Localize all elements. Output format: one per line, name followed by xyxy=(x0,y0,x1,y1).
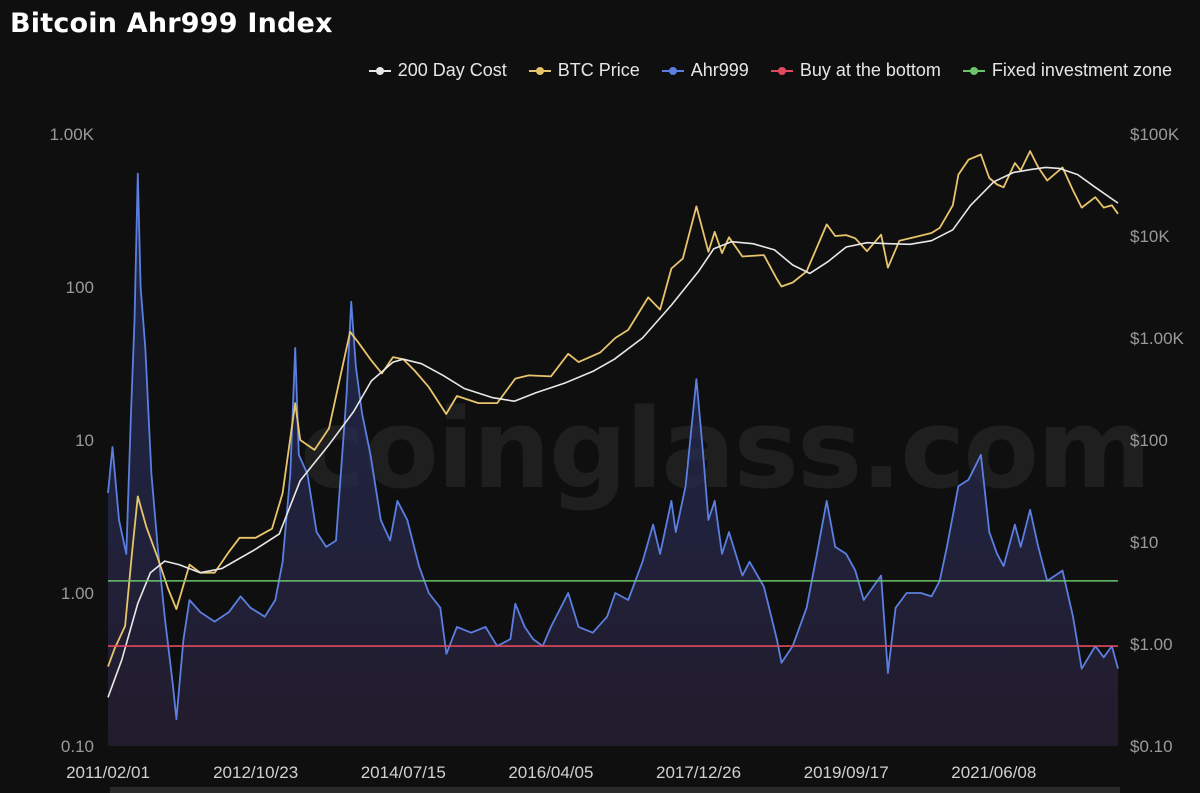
left-axis-tick-label: 1.00 xyxy=(61,584,94,603)
left-axis-tick-label: 100 xyxy=(66,278,94,297)
legend-label: Ahr999 xyxy=(690,60,749,80)
scroll-strip[interactable] xyxy=(110,787,1120,793)
x-axis-tick-label: 2021/06/08 xyxy=(951,763,1036,782)
legend-label: Fixed investment zone xyxy=(991,60,1172,80)
right-axis-tick-label: $10K xyxy=(1130,227,1170,246)
x-axis-tick-label: 2012/10/23 xyxy=(213,763,298,782)
legend-label: Buy at the bottom xyxy=(799,60,941,80)
legend-swatch-icon xyxy=(770,65,793,77)
legend-item-buy-at-the-bottom[interactable]: Buy at the bottom xyxy=(770,60,941,81)
right-axis-tick-label: $0.10 xyxy=(1130,737,1173,756)
right-axis-tick-label: $10 xyxy=(1130,533,1158,552)
x-axis-tick-label: 2017/12/26 xyxy=(656,763,741,782)
legend-label: 200 Day Cost xyxy=(397,60,507,80)
x-axis-tick-label: 2011/02/01 xyxy=(66,763,150,782)
x-axis-tick-label: 2016/04/05 xyxy=(508,763,593,782)
legend-item-ahr999[interactable]: Ahr999 xyxy=(661,60,749,81)
legend-swatch-icon xyxy=(962,65,985,77)
legend-swatch-icon xyxy=(528,65,551,77)
chart-title: Bitcoin Ahr999 Index xyxy=(10,8,333,39)
chart-legend: 200 Day Cost BTC Price Ahr999 Buy at the… xyxy=(368,60,1172,81)
200-day-cost-line xyxy=(107,166,1119,698)
x-axis-tick-label: 2014/07/15 xyxy=(361,763,446,782)
legend-item-btc-price[interactable]: BTC Price xyxy=(528,60,640,81)
right-axis-tick-label: $1.00 xyxy=(1130,635,1173,654)
right-axis-tick-label: $1.00K xyxy=(1130,329,1185,348)
btc-price-line xyxy=(107,150,1119,667)
legend-swatch-icon xyxy=(661,65,684,77)
right-axis-tick-label: $100K xyxy=(1130,125,1180,144)
legend-item-200-day-cost[interactable]: 200 Day Cost xyxy=(368,60,507,81)
legend-item-fixed-investment-zone[interactable]: Fixed investment zone xyxy=(962,60,1172,81)
left-axis-tick-label: 10 xyxy=(75,431,94,450)
ahr999-area xyxy=(108,173,1118,746)
ahr999-line xyxy=(107,172,1119,720)
legend-swatch-icon xyxy=(368,65,391,77)
right-axis-tick-label: $100 xyxy=(1130,431,1168,450)
left-axis-tick-label: 1.00K xyxy=(50,125,95,144)
left-axis-tick-label: 0.10 xyxy=(61,737,94,756)
legend-label: BTC Price xyxy=(557,60,640,80)
x-axis-tick-label: 2019/09/17 xyxy=(804,763,889,782)
